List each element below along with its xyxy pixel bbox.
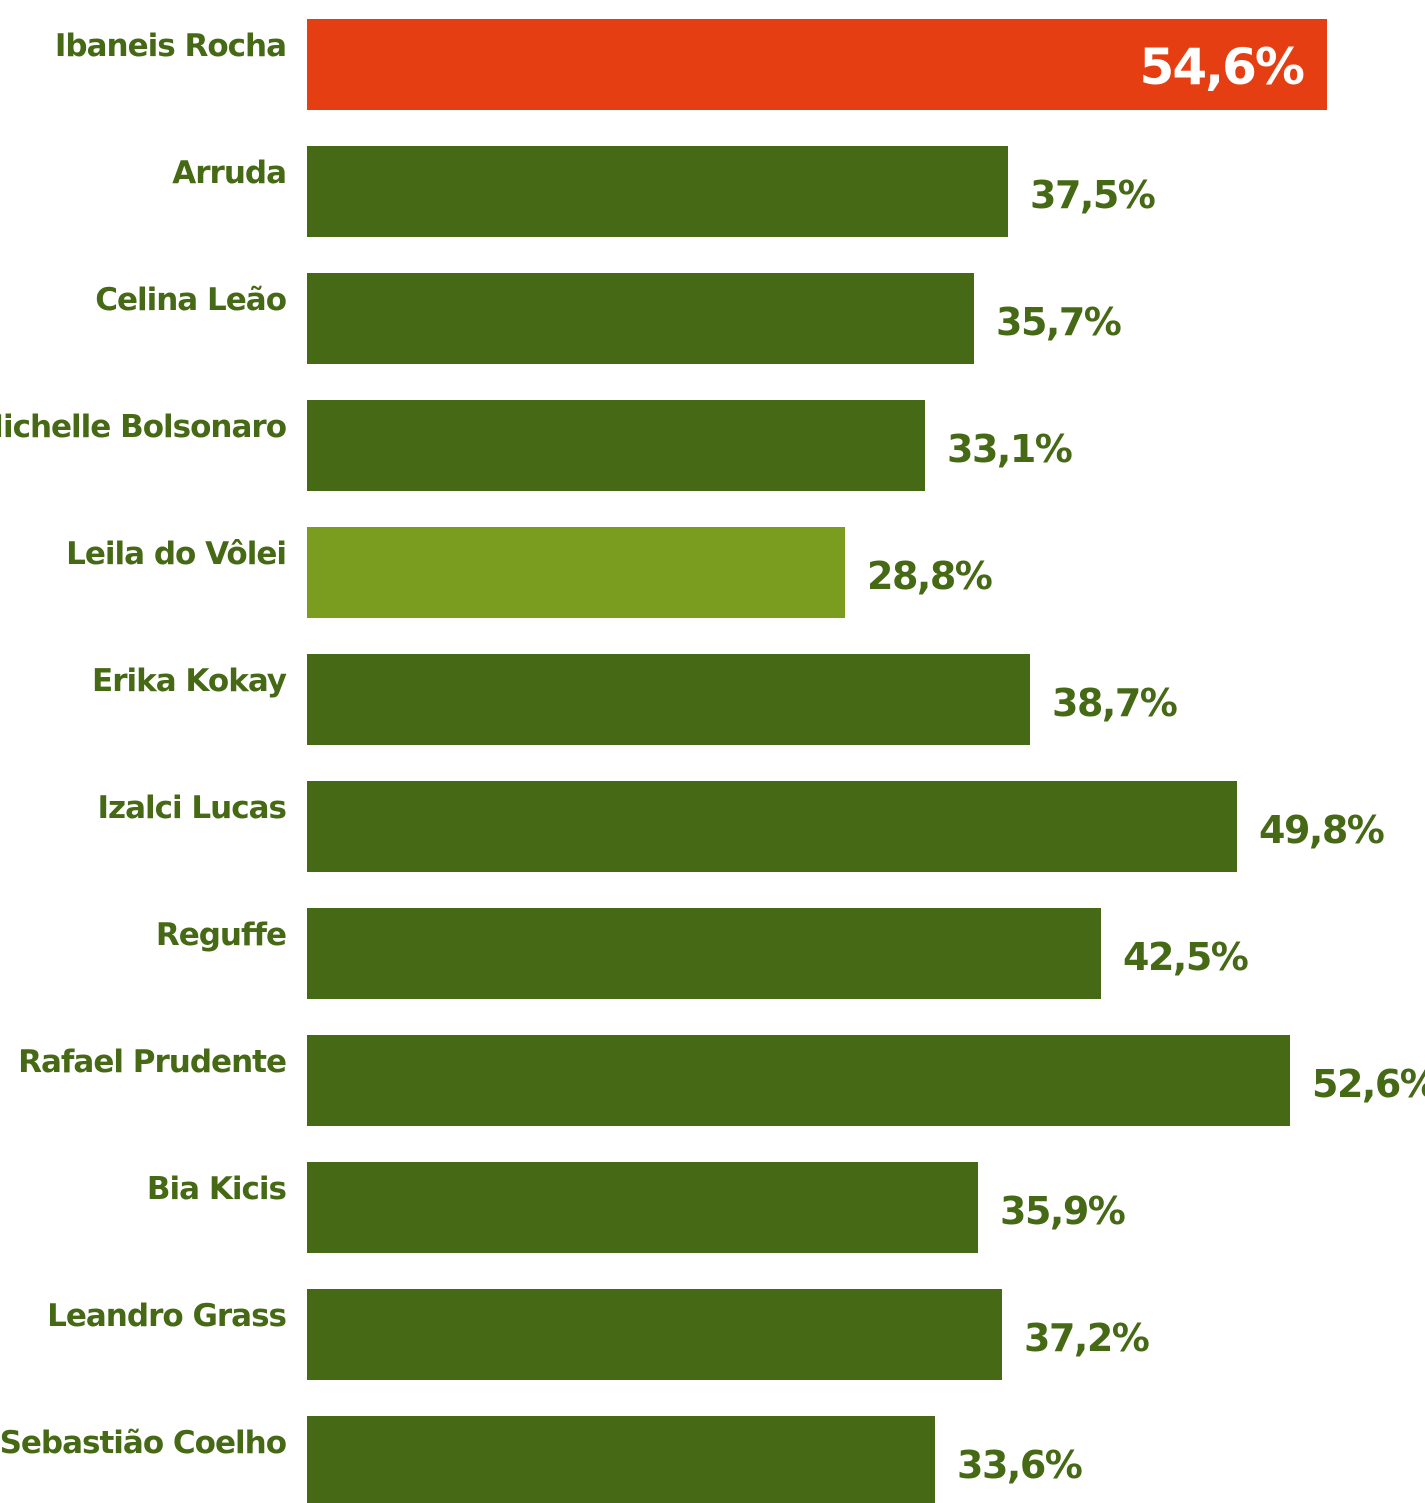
bar-9 bbox=[307, 1035, 1290, 1126]
value-label-9: 52,6% bbox=[1312, 1062, 1425, 1106]
bar-11 bbox=[307, 1289, 1002, 1380]
bar-8 bbox=[307, 908, 1101, 999]
bar-2 bbox=[307, 146, 1008, 237]
category-label-8: Reguffe bbox=[156, 917, 286, 953]
category-label-10: Bia Kicis bbox=[147, 1171, 286, 1207]
bar-3 bbox=[307, 273, 974, 364]
bar-5 bbox=[307, 527, 845, 618]
bar-1 bbox=[307, 19, 1327, 110]
bar-4 bbox=[307, 400, 925, 491]
value-label-10: 35,9% bbox=[1000, 1189, 1125, 1233]
category-label-7: Izalci Lucas bbox=[98, 790, 287, 826]
value-label-6: 38,7% bbox=[1052, 681, 1177, 725]
category-label-3: Celina Leão bbox=[95, 282, 286, 318]
value-label-5: 28,8% bbox=[867, 554, 992, 598]
value-label-12: 33,6% bbox=[957, 1443, 1082, 1487]
value-label-1: 54,6% bbox=[1140, 38, 1304, 96]
bar-10 bbox=[307, 1162, 978, 1253]
category-label-12: Sebastião Coelho bbox=[0, 1425, 286, 1461]
value-label-11: 37,2% bbox=[1024, 1316, 1149, 1360]
value-label-3: 35,7% bbox=[996, 300, 1121, 344]
category-label-11: Leandro Grass bbox=[47, 1298, 286, 1334]
value-label-7: 49,8% bbox=[1259, 808, 1384, 852]
bar-7 bbox=[307, 781, 1237, 872]
bars-layer bbox=[307, 19, 1327, 1503]
value-label-8: 42,5% bbox=[1123, 935, 1248, 979]
category-label-4: Michelle Bolsonaro bbox=[0, 409, 286, 445]
value-label-2: 37,5% bbox=[1030, 173, 1155, 217]
category-label-9: Rafael Prudente bbox=[18, 1044, 286, 1080]
value-label-4: 33,1% bbox=[947, 427, 1072, 471]
category-label-2: Arruda bbox=[172, 155, 286, 191]
bar-12 bbox=[307, 1416, 935, 1503]
labels-layer: Ibaneis Rocha 54,6% Arruda 37,5% Celina Leão… bbox=[0, 28, 1425, 1487]
category-label-1: Ibaneis Rocha bbox=[55, 28, 286, 64]
category-label-5: Leila do Vôlei bbox=[66, 536, 286, 572]
category-label-6: Erika Kokay bbox=[92, 663, 287, 699]
bar-6 bbox=[307, 654, 1030, 745]
